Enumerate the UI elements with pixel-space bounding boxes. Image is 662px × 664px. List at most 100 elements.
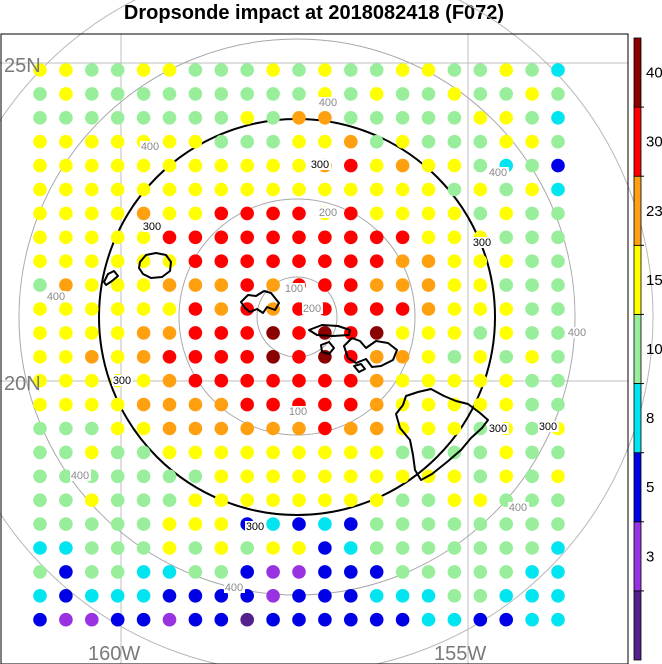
impact-dot	[33, 134, 47, 149]
impact-dot	[369, 134, 384, 149]
impact-dot	[344, 278, 358, 292]
impact-dot	[292, 254, 306, 268]
impact-dot	[318, 589, 332, 603]
impact-dot	[473, 278, 488, 292]
impact-dot	[525, 445, 539, 460]
impact-dot	[421, 230, 436, 245]
impact-dot	[136, 469, 151, 484]
ring-label-400: 400	[489, 167, 507, 179]
map-frame	[0, 33, 629, 664]
impact-dot	[292, 111, 306, 125]
impact-dot	[240, 445, 254, 460]
impact-dot	[214, 445, 229, 460]
impact-dot	[344, 134, 358, 149]
impact-dot	[395, 493, 410, 508]
colorbar-segment	[633, 313, 642, 384]
impact-dot	[162, 350, 177, 364]
ring-label-400: 400	[47, 291, 65, 303]
impact-dot	[240, 350, 254, 364]
impact-dot	[447, 565, 462, 579]
impact-dot	[59, 589, 73, 603]
impact-dot	[551, 63, 565, 77]
impact-dot	[266, 326, 280, 340]
impact-dot	[214, 278, 229, 292]
impact-dot	[240, 206, 254, 221]
impact-dot	[421, 350, 436, 364]
impact-dot	[110, 541, 125, 555]
impact-dot	[136, 612, 151, 627]
impact-dot	[318, 63, 332, 77]
impact-dot	[318, 517, 332, 531]
impact-dot	[33, 397, 47, 412]
impact-dot	[318, 230, 332, 245]
impact-dot	[266, 63, 280, 77]
map-title: Dropsonde impact at 2018082418 (F072)	[123, 2, 505, 24]
ring-label-bg	[567, 327, 588, 338]
impact-dot	[136, 445, 151, 460]
impact-dot	[162, 541, 177, 555]
impact-dot	[369, 254, 384, 268]
impact-dot	[395, 63, 410, 77]
impact-dot	[395, 612, 410, 627]
impact-dot	[525, 254, 539, 268]
impact-dot	[525, 373, 539, 388]
impact-dot	[369, 541, 384, 555]
impact-dot	[447, 589, 462, 603]
impact-dot	[421, 421, 436, 436]
impact-dot	[318, 469, 332, 484]
impact-dots	[33, 63, 565, 627]
impact-dot	[551, 278, 565, 292]
impact-dot	[188, 373, 203, 388]
impact-dot	[525, 541, 539, 555]
impact-dot	[499, 373, 513, 388]
impact-dot	[214, 565, 229, 579]
impact-dot	[525, 421, 539, 436]
impact-dot	[318, 397, 332, 412]
impact-dot	[447, 493, 462, 508]
impact-dot	[551, 469, 565, 484]
impact-dot	[136, 87, 151, 101]
impact-dot	[110, 326, 125, 340]
impact-dot	[85, 326, 99, 340]
impact-dot	[59, 254, 73, 268]
impact-dot	[395, 182, 410, 197]
impact-dot	[162, 206, 177, 221]
impact-dot	[525, 612, 539, 627]
impact-dot	[33, 350, 47, 364]
impact-dot	[85, 302, 99, 316]
impact-dot	[188, 254, 203, 268]
impact-dot	[344, 158, 358, 173]
impact-dot	[551, 254, 565, 268]
impact-dot	[59, 469, 73, 484]
ring-label-bg	[142, 221, 163, 232]
impact-dot	[85, 565, 99, 579]
impact-dot	[59, 182, 73, 197]
impact-dot	[421, 445, 436, 460]
impact-dot	[344, 469, 358, 484]
impact-dot	[266, 421, 280, 436]
impact-dot	[369, 230, 384, 245]
impact-dot	[240, 158, 254, 173]
impact-dot	[318, 373, 332, 388]
ring-label-400: 400	[141, 141, 159, 153]
impact-dot	[59, 565, 73, 579]
impact-dot	[421, 206, 436, 221]
impact-dot	[188, 87, 203, 101]
impact-dot	[136, 493, 151, 508]
impact-dot	[395, 517, 410, 531]
ring-label-200: 200	[319, 207, 337, 219]
impact-dot	[136, 230, 151, 245]
impact-dot	[33, 612, 47, 627]
impact-dot	[240, 541, 254, 555]
hawaii-coastlines	[103, 252, 489, 481]
impact-dot	[551, 541, 565, 555]
impact-dot	[318, 493, 332, 508]
island-big-island	[395, 388, 489, 481]
impact-dot	[499, 469, 513, 484]
impact-dot	[473, 87, 488, 101]
impact-dot	[318, 612, 332, 627]
impact-dot	[318, 565, 332, 579]
impact-dot	[136, 326, 151, 340]
impact-dot	[266, 350, 280, 364]
impact-dot	[85, 230, 99, 245]
